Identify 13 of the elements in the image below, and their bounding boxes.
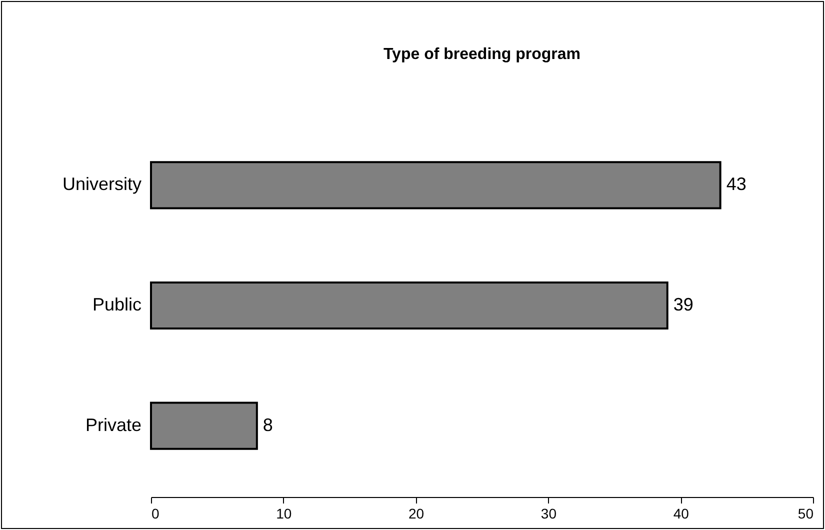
x-tick-label: 20 bbox=[408, 506, 424, 522]
data-label: 8 bbox=[262, 414, 273, 435]
x-tick-label: 0 bbox=[152, 506, 160, 522]
y-tick-label: University bbox=[62, 174, 142, 194]
x-tick-label: 30 bbox=[540, 506, 557, 522]
x-tick-label: 40 bbox=[673, 506, 690, 522]
data-label: 39 bbox=[673, 294, 694, 314]
x-tick-label: 10 bbox=[276, 506, 292, 522]
x-tick-label: 50 bbox=[798, 506, 814, 522]
data-label: 43 bbox=[726, 174, 746, 194]
y-tick-label: Public bbox=[92, 294, 142, 314]
chart-title: Type of breeding program bbox=[383, 46, 581, 63]
y-tick-label: Private bbox=[85, 414, 142, 435]
